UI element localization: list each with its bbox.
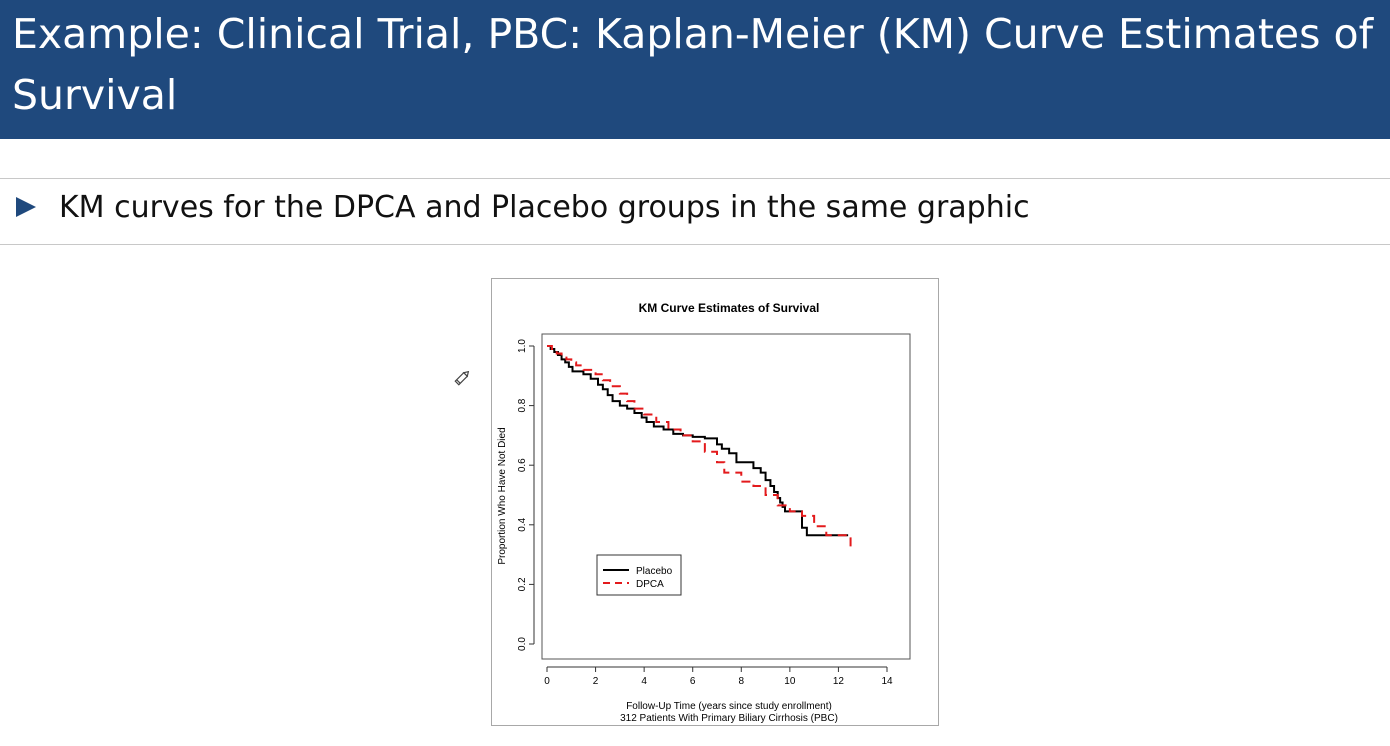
x-tick-label: 14: [881, 676, 893, 687]
bottom-divider: [0, 244, 1390, 245]
x-tick-label: 8: [739, 676, 745, 687]
y-tick-label: 0.6: [517, 458, 528, 472]
curves: [547, 345, 852, 548]
y-tick-label: 0.4: [517, 517, 528, 531]
y-tick-label: 1.0: [517, 339, 528, 353]
series-line-dpca: [547, 345, 852, 548]
km-chart: KM Curve Estimates of Survival 0 2 4 6 8 10 12…: [497, 301, 911, 724]
x-tick-label: 4: [641, 676, 647, 687]
y-tick-label: 0.0: [517, 637, 528, 651]
legend: Placebo DPCA: [596, 554, 682, 596]
top-divider: [0, 178, 1390, 179]
x-axis-label: Follow-Up Time (years since study enroll…: [626, 701, 832, 712]
axes: 0 2 4 6 8 10 12 14 0.0 0.2 0.4 0.6 0.8 1.0: [517, 339, 893, 687]
x-tick-label: 2: [593, 676, 599, 687]
x-tick-label: 12: [833, 676, 845, 687]
legend-label-dpca: DPCA: [636, 579, 664, 590]
x-tick-label: 6: [690, 676, 696, 687]
y-tick-label: 0.2: [517, 577, 528, 591]
bullet-arrow-icon: [16, 197, 36, 217]
slide-title: Example: Clinical Trial, PBC: Kaplan-Mei…: [12, 10, 1374, 119]
pencil-icon: [454, 370, 470, 386]
title-bar: Example: Clinical Trial, PBC: Kaplan-Mei…: [0, 0, 1390, 139]
chart-figure: KM Curve Estimates of Survival 0 2 4 6 8 10 12…: [491, 278, 939, 726]
plot-frame: [541, 333, 911, 660]
y-axis-label: Proportion Who Have Not Died: [497, 427, 508, 564]
y-tick-label: 0.8: [517, 398, 528, 412]
bullet-text: KM curves for the DPCA and Placebo group…: [59, 190, 1030, 225]
legend-box: [596, 554, 682, 596]
legend-label-placebo: Placebo: [636, 566, 673, 577]
x-tick-label: 0: [544, 676, 550, 687]
x-tick-label: 10: [784, 676, 796, 687]
x-axis-label-2: 312 Patients With Primary Biliary Cirrho…: [620, 713, 838, 724]
chart-title: KM Curve Estimates of Survival: [639, 301, 820, 315]
series-line-placebo: [547, 345, 849, 537]
